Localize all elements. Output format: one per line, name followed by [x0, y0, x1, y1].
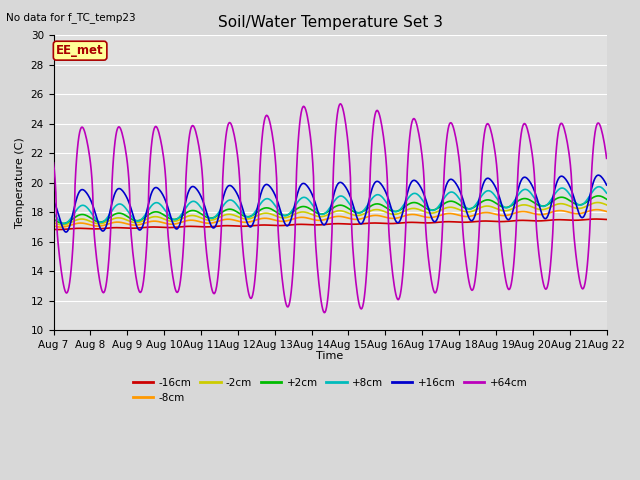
X-axis label: Time: Time	[316, 351, 344, 361]
Title: Soil/Water Temperature Set 3: Soil/Water Temperature Set 3	[218, 15, 442, 30]
Text: No data for f_TC_temp23: No data for f_TC_temp23	[6, 12, 136, 23]
Text: EE_met: EE_met	[56, 44, 104, 57]
Legend: -16cm, -8cm, -2cm, +2cm, +8cm, +16cm, +64cm: -16cm, -8cm, -2cm, +2cm, +8cm, +16cm, +6…	[129, 374, 532, 408]
Y-axis label: Temperature (C): Temperature (C)	[15, 137, 25, 228]
